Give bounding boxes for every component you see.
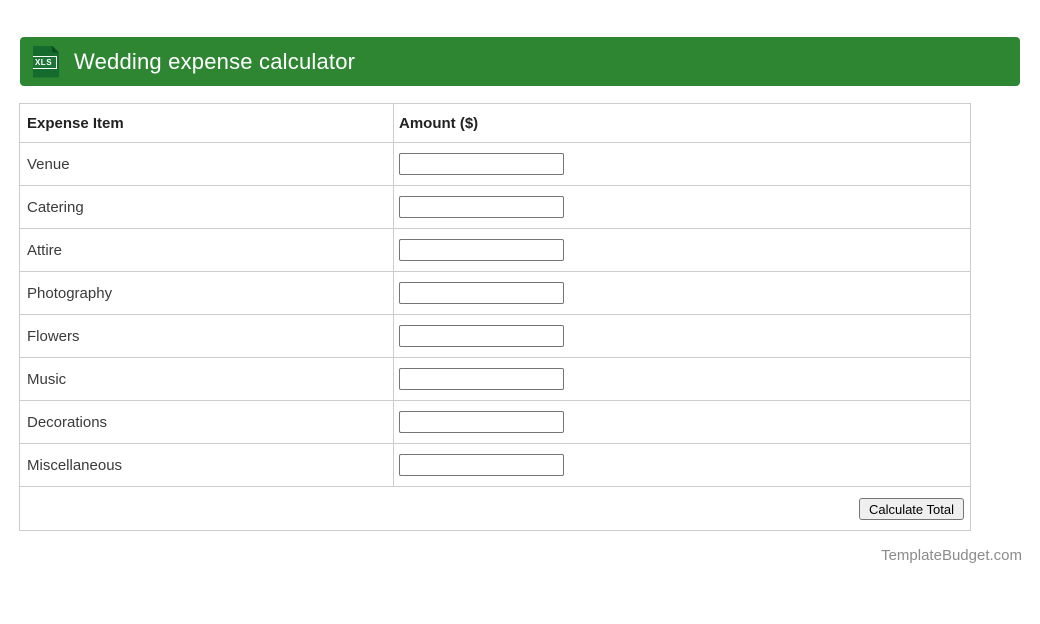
table-row: Venue xyxy=(19,142,971,186)
amount-input-flowers[interactable] xyxy=(399,325,564,347)
amount-input-miscellaneous[interactable] xyxy=(399,454,564,476)
table-row: Miscellaneous xyxy=(19,443,971,487)
table-row: Attire xyxy=(19,228,971,272)
table-row: Decorations xyxy=(19,400,971,444)
table-row: Music xyxy=(19,357,971,401)
expense-label-venue: Venue xyxy=(19,142,394,186)
expense-label-decorations: Decorations xyxy=(19,400,394,444)
table-row: Catering xyxy=(19,185,971,229)
table-header-row: Expense Item Amount ($) xyxy=(19,103,971,143)
xls-file-icon: XLS xyxy=(33,45,59,78)
amount-input-venue[interactable] xyxy=(399,153,564,175)
table-footer-row: Calculate Total xyxy=(19,486,971,531)
amount-input-catering[interactable] xyxy=(399,196,564,218)
site-attribution: TemplateBudget.com xyxy=(881,547,1022,564)
expense-label-attire: Attire xyxy=(19,228,394,272)
page-title: Wedding expense calculator xyxy=(74,48,356,74)
expense-table: Expense Item Amount ($) Venue Catering A… xyxy=(19,103,971,531)
xls-file-badge-label: XLS xyxy=(33,55,57,69)
xls-file-fold-corner xyxy=(52,45,59,53)
expense-label-photography: Photography xyxy=(19,271,394,315)
table-row: Photography xyxy=(19,271,971,315)
amount-input-music[interactable] xyxy=(399,368,564,390)
amount-input-attire[interactable] xyxy=(399,239,564,261)
amount-input-photography[interactable] xyxy=(399,282,564,304)
table-row: Flowers xyxy=(19,314,971,358)
amount-input-decorations[interactable] xyxy=(399,411,564,433)
column-header-expense-item: Expense Item xyxy=(19,103,394,143)
app-header-banner: XLS Wedding expense calculator xyxy=(20,37,1020,86)
calculate-total-button[interactable]: Calculate Total xyxy=(858,497,964,520)
column-header-amount: Amount ($) xyxy=(393,103,971,143)
expense-label-music: Music xyxy=(19,357,394,401)
expense-label-miscellaneous: Miscellaneous xyxy=(19,443,394,487)
expense-label-flowers: Flowers xyxy=(19,314,394,358)
expense-label-catering: Catering xyxy=(19,185,394,229)
